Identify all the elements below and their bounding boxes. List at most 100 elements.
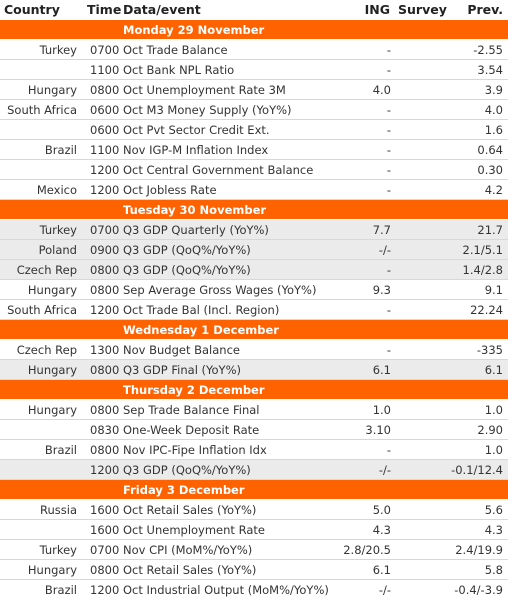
ing-cell: -: [386, 343, 391, 357]
time-cell: 1200: [90, 303, 120, 317]
prev-cell: 0.30: [477, 163, 503, 177]
data-row: 1600 Oct Unemployment Rate 4.3 4.3: [0, 520, 508, 540]
data-row: 0600 Oct Pvt Sector Credit Ext. - 1.6: [0, 120, 508, 140]
ing-cell: -: [386, 43, 391, 57]
time-cell: 0800: [90, 363, 120, 377]
data-row: Turkey 0700 Q3 GDP Quarterly (YoY%) 7.7 21.7: [0, 220, 508, 240]
data-row: South Africa 0600 Oct M3 Money Supply (YoY…: [0, 100, 508, 120]
ing-cell: -: [386, 63, 391, 77]
data-row: Brazil 0800 Nov IPC-Fipe Inflation Idx - 1.0: [0, 440, 508, 460]
time-cell: 0800: [90, 263, 120, 277]
ing-cell: 4.3: [372, 523, 391, 537]
event-cell: Oct Trade Bal (Incl. Region): [123, 303, 280, 317]
event-cell: Oct Central Government Balance: [123, 163, 314, 177]
event-cell: Oct Industrial Output (MoM%/YoY%): [123, 583, 329, 597]
section-header: Thursday 2 December: [0, 380, 508, 400]
time-cell: 0800: [90, 83, 120, 97]
prev-cell: 4.0: [484, 103, 503, 117]
event-cell: Q3 GDP (QoQ%/YoY%): [123, 263, 251, 277]
event-cell: Q3 GDP (QoQ%/YoY%): [123, 243, 251, 257]
data-row: Hungary 0800 Oct Retail Sales (YoY%) 6.1 5.8: [0, 560, 508, 580]
section-header: Wednesday 1 December: [0, 320, 508, 340]
country-cell: Brazil: [44, 443, 77, 457]
ing-cell: -: [386, 143, 391, 157]
prev-cell: 2.1/5.1: [462, 243, 503, 257]
time-cell: 0700: [90, 543, 120, 557]
country-cell: Mexico: [36, 183, 77, 197]
prev-cell: 1.0: [484, 443, 503, 457]
time-cell: 1600: [90, 523, 120, 537]
ing-cell: -: [386, 103, 391, 117]
country-cell: Brazil: [44, 583, 77, 597]
ing-cell: 7.7: [372, 223, 391, 237]
event-cell: Nov IPC-Fipe Inflation Idx: [123, 443, 267, 457]
event-cell: Oct Trade Balance: [123, 43, 228, 57]
event-cell: Q3 GDP Final (YoY%): [123, 363, 241, 377]
time-cell: 1200: [90, 183, 120, 197]
country-cell: Brazil: [44, 143, 77, 157]
country-cell: South Africa: [7, 303, 77, 317]
prev-cell: 3.54: [477, 63, 503, 77]
prev-cell: 1.4/2.8: [462, 263, 503, 277]
section-header: Tuesday 30 November: [0, 200, 508, 220]
section-title: Friday 3 December: [123, 483, 245, 497]
ing-cell: -/-: [378, 243, 391, 257]
country-cell: Turkey: [39, 43, 77, 57]
ing-cell: 3.10: [365, 423, 391, 437]
prev-cell: 6.1: [484, 363, 503, 377]
ing-cell: 9.3: [372, 283, 391, 297]
prev-cell: -2.55: [473, 43, 503, 57]
event-cell: Oct Unemployment Rate 3M: [123, 83, 286, 97]
section-title: Thursday 2 December: [123, 383, 265, 397]
time-cell: 0600: [90, 123, 120, 137]
prev-cell: -0.4/-3.9: [454, 583, 503, 597]
data-row: Turkey 0700 Nov CPI (MoM%/YoY%) 2.8/20.5 2.4…: [0, 540, 508, 560]
prev-cell: 5.8: [484, 563, 503, 577]
time-cell: 1600: [90, 503, 120, 517]
prev-cell: -0.1/12.4: [451, 463, 503, 477]
event-cell: Nov IGP-M Inflation Index: [123, 143, 269, 157]
country-cell: Czech Rep: [16, 263, 77, 277]
event-cell: One-Week Deposit Rate: [123, 423, 260, 437]
column-header: Country: [4, 2, 60, 17]
time-cell: 0700: [90, 223, 120, 237]
event-cell: Oct Pvt Sector Credit Ext.: [123, 123, 270, 137]
ing-cell: -: [386, 443, 391, 457]
event-cell: Oct Unemployment Rate: [123, 523, 265, 537]
data-row: Hungary 0800 Sep Average Gross Wages (YoY%…: [0, 280, 508, 300]
data-row: Czech Rep 1300 Nov Budget Balance - -335: [0, 340, 508, 360]
event-cell: Oct Retail Sales (YoY%): [123, 503, 257, 517]
ing-cell: 1.0: [372, 403, 391, 417]
country-cell: Hungary: [27, 403, 77, 417]
data-row: 1100 Oct Bank NPL Ratio - 3.54: [0, 60, 508, 80]
ing-cell: -: [386, 303, 391, 317]
column-header: Time: [87, 2, 122, 17]
prev-cell: 2.90: [477, 423, 503, 437]
data-row: Turkey 0700 Oct Trade Balance - -2.55: [0, 40, 508, 60]
event-cell: Oct Bank NPL Ratio: [123, 63, 235, 77]
ing-cell: -/-: [378, 463, 391, 477]
event-cell: Oct Jobless Rate: [123, 183, 217, 197]
data-row: Hungary 0800 Q3 GDP Final (YoY%) 6.1 6.1: [0, 360, 508, 380]
section-header: Monday 29 November: [0, 20, 508, 40]
ing-cell: -: [386, 123, 391, 137]
section-title: Tuesday 30 November: [123, 203, 267, 217]
time-cell: 0800: [90, 403, 120, 417]
column-header: Prev.: [467, 2, 503, 17]
header-row: Country Time Data/event ING Survey Prev.: [0, 0, 508, 20]
prev-cell: 9.1: [484, 283, 503, 297]
column-header: Survey: [398, 2, 447, 17]
country-cell: Hungary: [27, 363, 77, 377]
data-row: Czech Rep 0800 Q3 GDP (QoQ%/YoY%) - 1.4/2.8: [0, 260, 508, 280]
ing-cell: 6.1: [372, 563, 391, 577]
data-row: Russia 1600 Oct Retail Sales (YoY%) 5.0 5.6: [0, 500, 508, 520]
data-row: 0830 One-Week Deposit Rate 3.10 2.90: [0, 420, 508, 440]
event-cell: Oct Retail Sales (YoY%): [123, 563, 257, 577]
section-title: Monday 29 November: [123, 23, 265, 37]
event-cell: Oct M3 Money Supply (YoY%): [123, 103, 292, 117]
time-cell: 0700: [90, 43, 120, 57]
prev-cell: 4.2: [484, 183, 503, 197]
time-cell: 0800: [90, 563, 120, 577]
time-cell: 1300: [90, 343, 120, 357]
